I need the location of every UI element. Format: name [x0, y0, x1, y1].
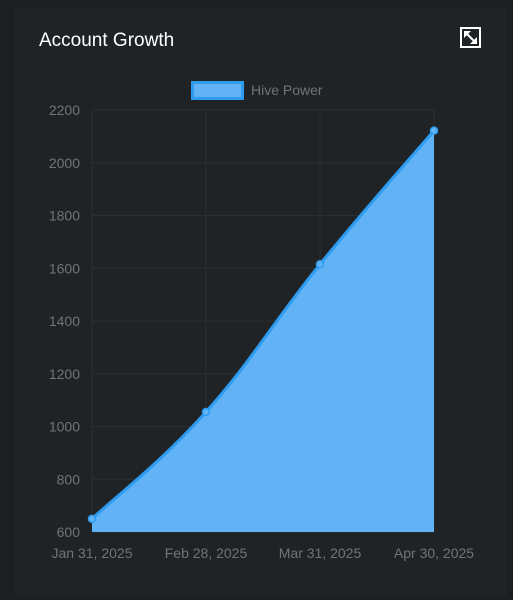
expand-button[interactable] [460, 27, 481, 48]
data-point[interactable] [201, 407, 211, 417]
y-tick-label: 1800 [49, 208, 80, 224]
series-line [90, 129, 436, 520]
legend-swatch[interactable] [191, 81, 244, 100]
legend: Hive Power [191, 81, 323, 100]
legend-label[interactable]: Hive Power [251, 82, 323, 98]
data-point[interactable] [315, 260, 325, 269]
x-axis: Jan 31, 2025 Feb 28, 2025 Mar 31, 2025 Apr … [52, 545, 475, 561]
y-axis: 600 800 1000 1200 1400 1600 1800 2000 2200 [49, 102, 80, 540]
expand-icon [460, 27, 481, 48]
x-tick-label: Feb 28, 2025 [165, 545, 248, 561]
data-point[interactable] [87, 514, 97, 524]
card-title: Account Growth [39, 30, 175, 51]
x-tick-label: Jan 31, 2025 [52, 545, 133, 561]
y-tick-label: 1600 [49, 260, 80, 276]
series-area [90, 129, 436, 532]
x-tick-label: Mar 31, 2025 [279, 545, 362, 561]
series-points [87, 126, 439, 524]
y-tick-label: 1000 [49, 419, 80, 435]
data-point[interactable] [429, 126, 439, 135]
y-tick-label: 600 [57, 524, 81, 540]
y-tick-label: 1200 [49, 366, 80, 382]
y-tick-label: 2200 [49, 102, 80, 118]
y-tick-label: 1400 [49, 313, 80, 329]
x-tick-label: Apr 30, 2025 [394, 545, 474, 561]
y-tick-label: 800 [57, 471, 81, 487]
y-tick-label: 2000 [49, 155, 80, 171]
